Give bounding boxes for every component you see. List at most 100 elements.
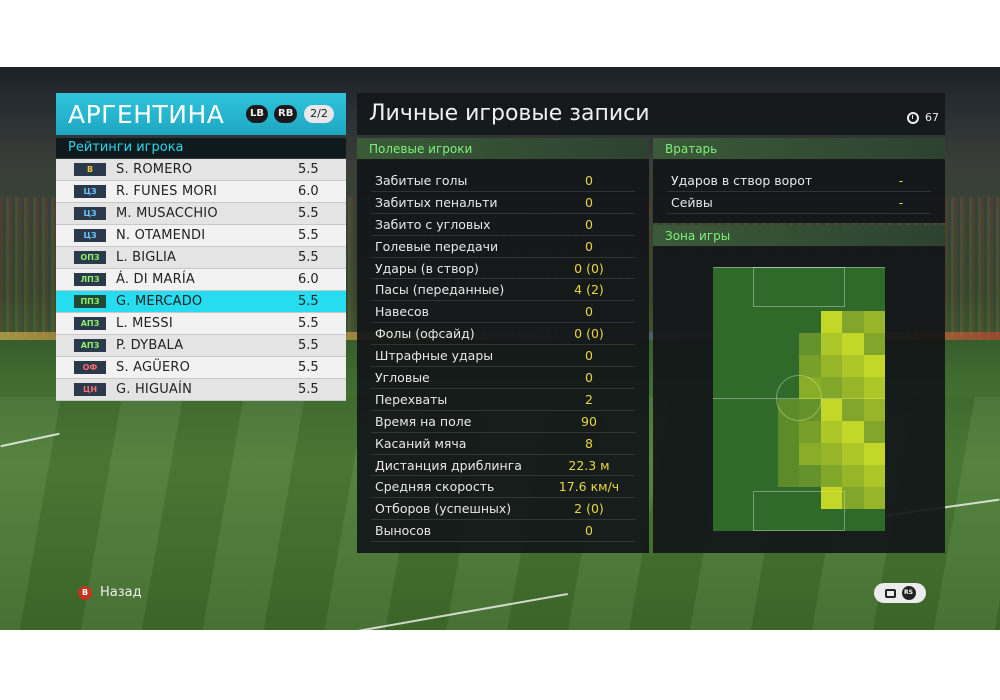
player-row[interactable]: В S. ROMERO 5.5 (56, 159, 346, 181)
stat-label: Забитые голы (375, 172, 468, 188)
lb-button-icon[interactable]: LB (246, 105, 268, 123)
stat-value: 0 (585, 172, 593, 188)
heatmap-cell (799, 443, 821, 465)
stat-value: 0 (585, 216, 593, 232)
stat-value: 0 (585, 369, 593, 385)
stat-row: Навесов 0 (371, 301, 635, 324)
stat-row: Сейвы - (667, 192, 931, 214)
player-row[interactable]: ЦЗ M. MUSACCHIO 5.5 (56, 203, 346, 225)
back-label: Назад (100, 585, 142, 600)
player-name: R. FUNES MORI (116, 184, 218, 199)
stat-row: Касаний мяча 8 (371, 433, 635, 455)
rs-hint[interactable]: RS (874, 583, 926, 603)
heatmap-cell (863, 355, 885, 377)
player-name: N. OTAMENDI (116, 228, 206, 243)
heatmap-center-circle (776, 375, 822, 421)
stat-value: 0 (0) (574, 260, 604, 276)
player-rating: 5.5 (298, 206, 319, 221)
heatmap-cell (820, 333, 842, 355)
stat-label: Пасы (переданные) (375, 282, 505, 298)
player-rating: 5.5 (298, 228, 319, 243)
heatmap-cell (799, 465, 821, 487)
heatmap-cell (799, 333, 821, 355)
player-row[interactable]: ОФ S. AGÜERO 5.5 (56, 357, 346, 379)
team-name: АРГЕНТИНА (68, 99, 225, 129)
heatmap-cell (820, 465, 842, 487)
position-badge: ЦЗ (74, 185, 106, 198)
stat-row: Время на поле 90 (371, 411, 635, 433)
position-badge: ЛПЗ (74, 273, 106, 286)
stat-row: Угловые 0 (371, 367, 635, 389)
stat-label: Голевые передачи (375, 238, 499, 254)
heatmap-cell (863, 421, 885, 443)
field-players-header: Полевые игроки (357, 138, 649, 160)
stat-row: Средняя скорость 17.6 км/ч (371, 476, 635, 499)
stat-row: Выносов 0 (371, 520, 635, 543)
stat-row: Забитые голы 0 (371, 170, 635, 192)
player-row[interactable]: ЦЗ R. FUNES MORI 6.0 (56, 181, 346, 203)
rb-button-icon[interactable]: RB (274, 105, 298, 123)
heatmap-cell (863, 487, 885, 509)
gk-stats-list: Ударов в створ ворот - Сейвы - (653, 160, 945, 214)
rs-button-icon: RS (901, 586, 916, 600)
position-badge: ЦЗ (74, 229, 106, 242)
player-row[interactable]: ЛПЗ Á. DI MARÍA 6.0 (56, 269, 346, 291)
stat-row: Голевые передачи 0 (371, 236, 635, 258)
player-rating: 5.5 (298, 162, 319, 177)
stat-value: - (898, 194, 904, 210)
heatmap (713, 267, 885, 531)
heatmap-cell (842, 443, 864, 465)
heatmap-cell (820, 399, 842, 421)
field-players-panel: Полевые игроки Забитые голы 0 Забитых пена… (357, 138, 649, 553)
player-name: L. BIGLIA (116, 250, 177, 265)
stat-row: Забитых пенальти 0 (371, 192, 635, 214)
stat-row: Штрафные удары 0 (371, 345, 635, 368)
stat-value: 0 (585, 238, 593, 254)
stat-value: 2 (585, 391, 593, 407)
heatmap-cell (820, 421, 842, 443)
player-row[interactable]: ЦЗ N. OTAMENDI 5.5 (56, 225, 346, 247)
heatmap-cell (799, 399, 821, 421)
player-row[interactable]: АПЗ L. MESSI 5.5 (56, 313, 346, 335)
stat-row: Пасы (переданные) 4 (2) (371, 279, 635, 302)
stat-value: 2 (0) (574, 501, 604, 517)
player-row[interactable]: ЦН G. HIGUAÍN 5.5 (56, 379, 346, 401)
heatmap-penalty-box-bottom (753, 491, 845, 531)
position-badge: АПЗ (74, 317, 106, 330)
player-rating: 6.0 (298, 272, 319, 287)
heatmap-cell (820, 311, 842, 333)
player-rating: 5.5 (298, 294, 319, 309)
team-header: АРГЕНТИНА LB RB 2/2 (56, 93, 346, 135)
match-timer: 67 (907, 97, 939, 139)
stat-value: 0 (585, 523, 593, 539)
heatmap-cell (820, 487, 842, 509)
player-list: В S. ROMERO 5.5 ЦЗ R. FUNES MORI 6.0 ЦЗ M. MUSA… (56, 159, 346, 401)
goalkeeper-panel: Вратарь Ударов в створ ворот - Сейвы - (653, 138, 945, 223)
stat-label: Забитых пенальти (375, 194, 498, 210)
player-rating: 5.5 (298, 316, 319, 331)
heatmap-cell (863, 399, 885, 421)
stat-value: 0 (585, 194, 593, 210)
position-badge: ППЗ (74, 295, 106, 308)
stat-row: Перехваты 2 (371, 389, 635, 411)
heatmap-cell (799, 355, 821, 377)
position-badge: ОПЗ (74, 251, 106, 264)
heatmap-cell (799, 377, 821, 399)
heatmap-cell (777, 465, 799, 487)
chat-icon (884, 588, 896, 598)
player-row[interactable]: ОПЗ L. BIGLIA 5.5 (56, 247, 346, 269)
stat-value: 0 (0) (574, 326, 604, 342)
heatmap-penalty-box-top (753, 267, 845, 307)
player-row[interactable]: ППЗ G. MERCADO 5.5 (56, 291, 346, 313)
heatmap-cell (777, 399, 799, 421)
stat-row: Забито с угловых 0 (371, 214, 635, 236)
play-zone-panel: Зона игры (653, 225, 945, 553)
player-name: G. HIGUAÍN (116, 382, 192, 397)
player-name: M. MUSACCHIO (116, 206, 218, 221)
back-button[interactable]: B Назад (78, 585, 142, 600)
player-row[interactable]: АПЗ P. DYBALA 5.5 (56, 335, 346, 357)
stat-row: Фолы (офсайд) 0 (0) (371, 323, 635, 346)
stat-label: Сейвы (671, 194, 713, 210)
heatmap-cell (863, 465, 885, 487)
stat-label: Штрафные удары (375, 348, 494, 364)
